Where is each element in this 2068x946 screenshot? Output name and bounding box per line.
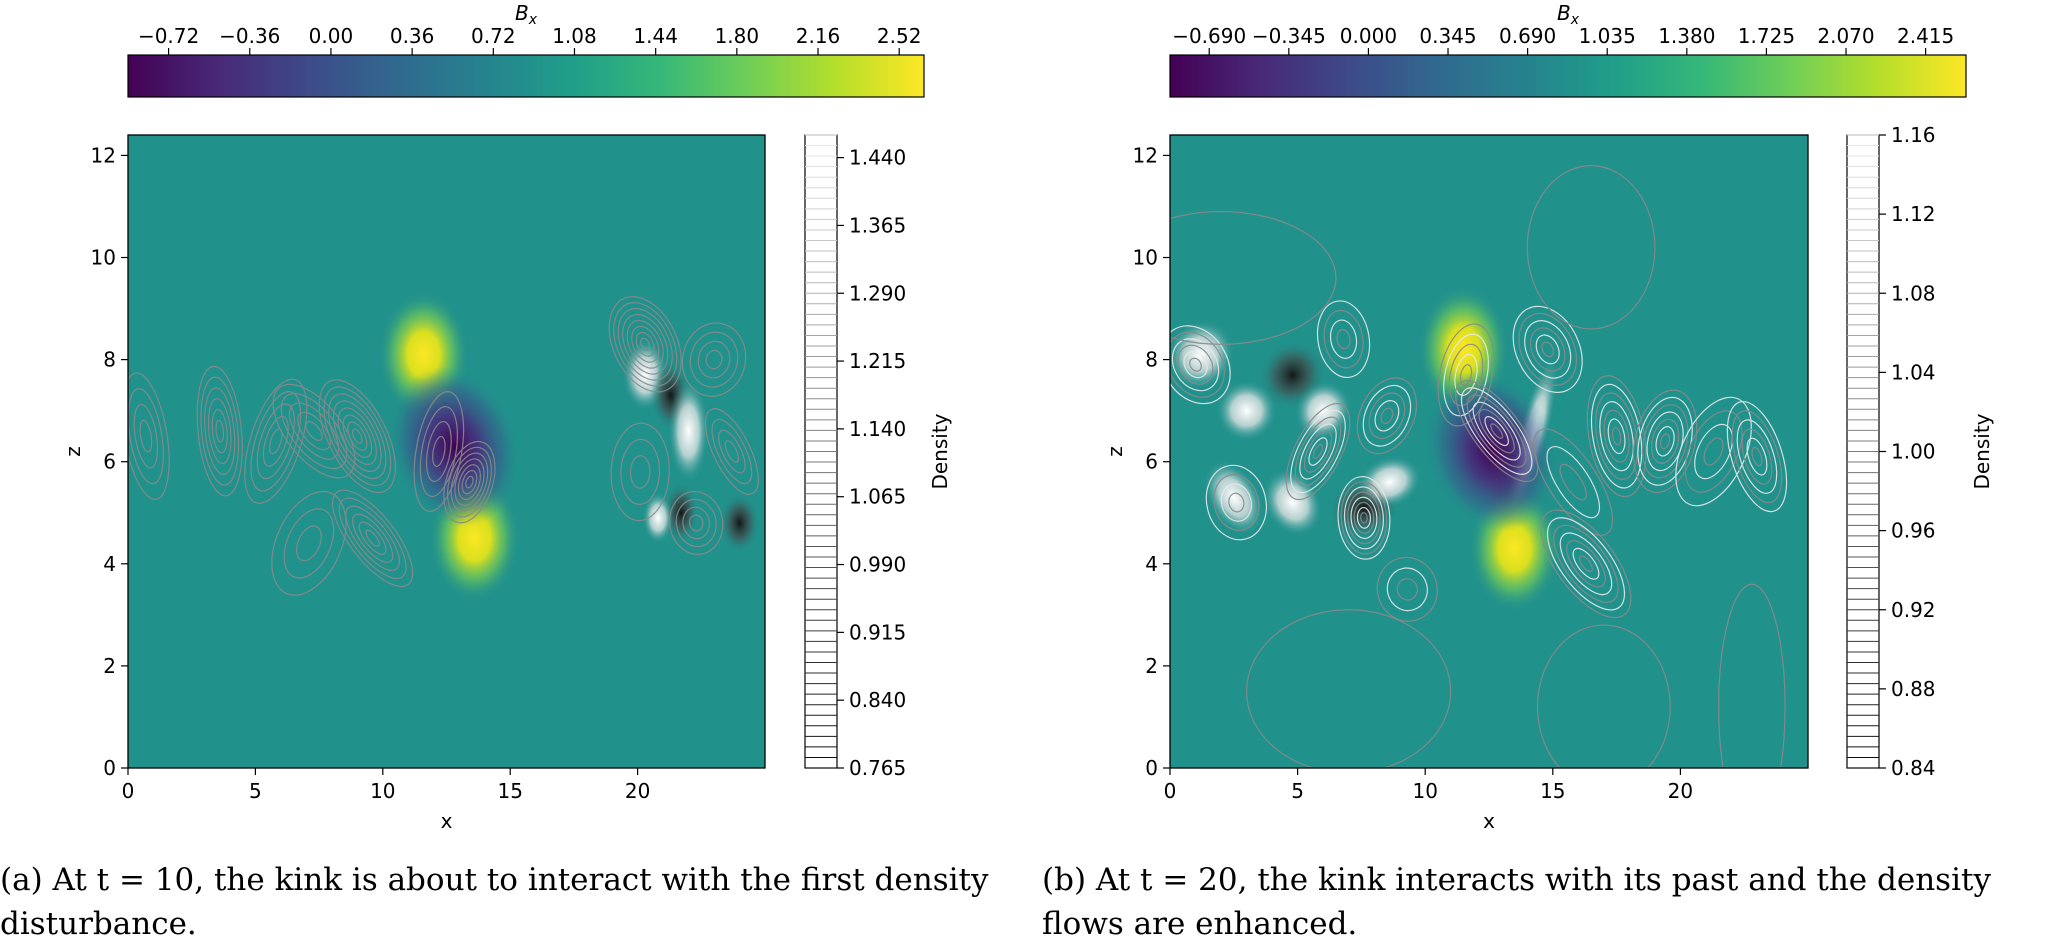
colorbar-side-tick-label: 1.365: [849, 213, 906, 237]
x-axis-label: x: [441, 809, 453, 833]
colorbar-side-tick-label: 1.065: [849, 485, 906, 509]
y-tick-label: 8: [1145, 348, 1158, 372]
y-tick-label: 6: [103, 450, 116, 474]
plot-frame: [1169, 134, 1809, 769]
colorbar-top-tick-label: 0.72: [471, 24, 516, 48]
colorbar-side-tick-label: 1.215: [849, 349, 906, 373]
y-tick-label: 4: [103, 552, 116, 576]
colorbar-top-tick-label: 1.380: [1658, 24, 1715, 48]
colorbar-side-tick-label: 1.290: [849, 281, 906, 305]
colorbar-side-levels: [1847, 134, 1879, 769]
colorbar-top-tick-label: −0.690: [1172, 24, 1246, 48]
colorbar-side-label: Density: [928, 413, 952, 489]
contour-lines: [128, 296, 759, 596]
density-streak-dark: [719, 492, 760, 554]
density-streak-white: [1294, 380, 1352, 441]
density-streak-white: [1203, 459, 1264, 536]
y-tick-label: 10: [91, 246, 116, 270]
x-tick-label: 15: [1540, 779, 1565, 803]
colorbar-top-tick-label: 2.52: [877, 24, 922, 48]
colorbar-top-tick-label: −0.345: [1252, 24, 1326, 48]
colorbar-top-tick-label: 1.725: [1738, 24, 1795, 48]
x-tick-label: 5: [1291, 779, 1304, 803]
density-streak-white: [668, 380, 709, 483]
bx-low-blob: [388, 366, 521, 527]
y-tick-label: 12: [1133, 143, 1158, 167]
colorbar-side-tick-label: 0.990: [849, 553, 906, 577]
colorbar-top-tick-label: 0.00: [309, 24, 354, 48]
x-tick-label: 10: [1412, 779, 1437, 803]
figure-svg: −0.72 −0.36 0.00 0.36 0.72 1.08 1.44 1.80 2.16 2.…: [61, 1, 1994, 833]
colorbar-side-tick-label: 0.92: [1891, 598, 1936, 622]
colorbar-side-tick-label: 0.84: [1891, 756, 1936, 780]
colorbar-top-tick-label: 0.000: [1340, 24, 1397, 48]
colorbar-top-tick-label: 2.16: [796, 24, 841, 48]
y-tick-label: 0: [103, 756, 116, 780]
colorbar-side-tick-label: 1.08: [1891, 281, 1936, 305]
x-tick-label: 5: [249, 779, 262, 803]
colorbar-top-tick-label: 2.415: [1897, 24, 1954, 48]
y-tick-label: 2: [103, 654, 116, 678]
colorbar-top-tick-label: 1.44: [633, 24, 678, 48]
y-tick-label: 2: [1145, 654, 1158, 678]
colorbar-side-tick-label: 0.88: [1891, 677, 1936, 701]
y-tick-label: 6: [1145, 450, 1158, 474]
contour-lines: [1170, 165, 1788, 768]
heatmap-field: [1170, 165, 1788, 768]
y-tick-label: 12: [91, 143, 116, 167]
density-streak-white: [1357, 455, 1422, 509]
x-tick-label: 20: [1668, 779, 1693, 803]
y-axis-label: z: [1103, 446, 1127, 457]
x-tick-label: 10: [370, 779, 395, 803]
colorbar-top-tick-label: 1.08: [552, 24, 597, 48]
colorbar-top-tick-label: 0.690: [1499, 24, 1556, 48]
colorbar-top-tick-label: −0.36: [219, 24, 280, 48]
density-streak-white: [642, 492, 674, 544]
colorbar-top-tick-label: 1.80: [715, 24, 760, 48]
density-streak-dark: [663, 482, 699, 544]
caption-b: (b) At t = 20, the kink interacts with i…: [1042, 862, 1991, 942]
heatmap-field: [128, 290, 760, 603]
colorbar-top-tick-label: 2.070: [1817, 24, 1874, 48]
colorbar-side-tick-label: 1.140: [849, 417, 906, 441]
colorbar-side-tick-label: 0.840: [849, 688, 906, 712]
density-streak-white: [1215, 380, 1278, 442]
colorbar-side-tick-label: 0.96: [1891, 519, 1936, 543]
x-axis-label: x: [1483, 809, 1495, 833]
colorbar-top-tick-label: −0.72: [138, 24, 199, 48]
colorbar-side-tick-label: 1.00: [1891, 440, 1936, 464]
colorbar-top-tick-label: 0.36: [390, 24, 435, 48]
colorbar-side-levels: [805, 134, 837, 769]
colorbar-top-tick-label: 1.035: [1579, 24, 1636, 48]
colorbar-side-tick-label: 0.915: [849, 620, 906, 644]
colorbar-side-label: Density: [1970, 413, 1994, 489]
x-tick-label: 0: [1164, 779, 1177, 803]
y-tick-label: 8: [103, 348, 116, 372]
panel-b: −0.690 −0.345 0.000 0.345 0.690 1.035 1.380 1.7…: [1103, 1, 1994, 833]
colorbar-top: [1169, 54, 1967, 98]
colorbar-side-tick-label: 0.765: [849, 756, 906, 780]
colorbar-top-label: Bx: [515, 1, 538, 28]
caption-a: (a) At t = 10, the kink is about to inte…: [0, 862, 989, 942]
x-tick-label: 20: [625, 779, 650, 803]
colorbar-top: [127, 54, 925, 98]
colorbar-side-tick-label: 1.440: [849, 146, 906, 170]
colorbar-side-tick-label: 1.04: [1891, 360, 1936, 384]
x-tick-label: 0: [122, 779, 135, 803]
y-axis-label: z: [61, 446, 85, 457]
x-tick-label: 15: [497, 779, 522, 803]
colorbar-side-tick-label: 1.16: [1891, 123, 1936, 147]
colorbar-top-tick-label: 0.345: [1419, 24, 1476, 48]
plot-frame: [127, 134, 766, 769]
y-tick-label: 4: [1145, 552, 1158, 576]
colorbar-side-tick-label: 1.12: [1891, 202, 1936, 226]
panel-a: −0.72 −0.36 0.00 0.36 0.72 1.08 1.44 1.80 2.16 2.…: [61, 1, 952, 833]
y-tick-label: 0: [1145, 756, 1158, 780]
y-tick-label: 10: [1133, 246, 1158, 270]
colorbar-top-label: Bx: [1557, 1, 1580, 28]
